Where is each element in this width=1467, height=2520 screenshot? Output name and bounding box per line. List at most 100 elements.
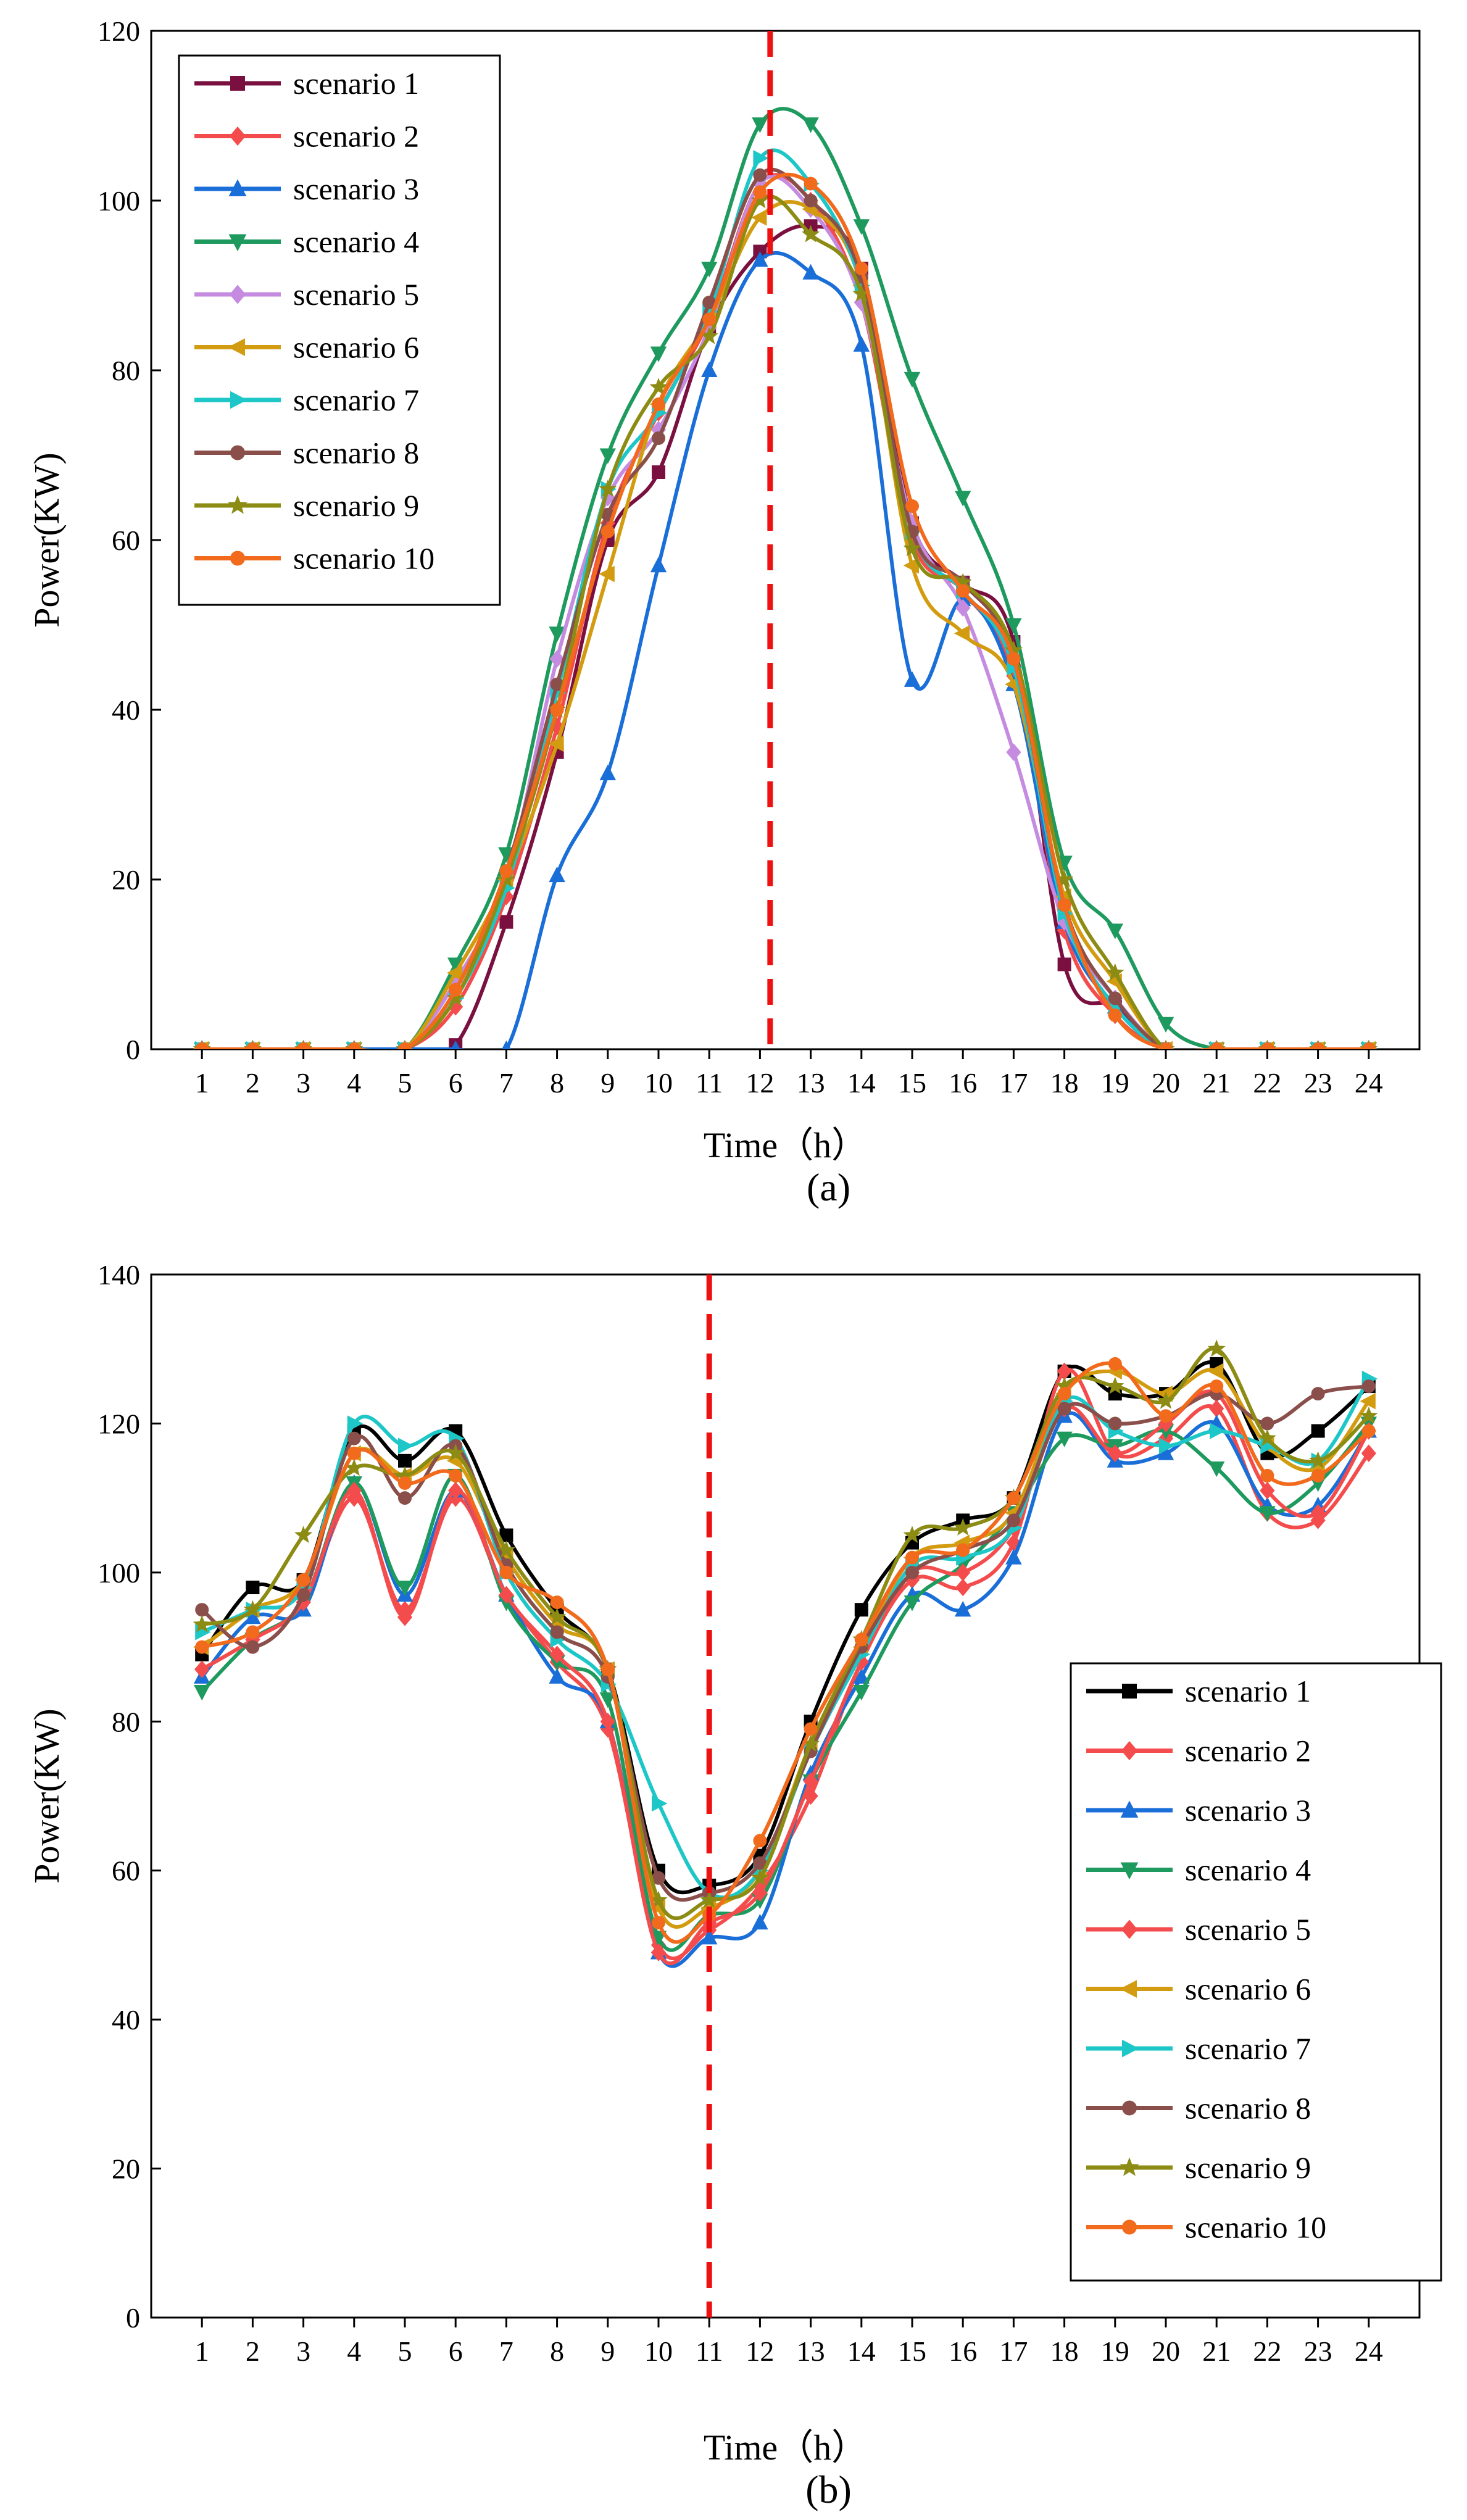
- data-point: [296, 1593, 311, 1611]
- legend-item: scenario 3: [194, 172, 419, 206]
- data-point: [955, 1578, 971, 1597]
- data-point: [195, 1042, 209, 1049]
- data-point: [750, 191, 769, 209]
- y-tick-label: 120: [98, 1408, 140, 1439]
- data-point: [294, 1526, 313, 1543]
- legend-label: scenario 3: [1185, 1793, 1311, 1828]
- data-point: [1260, 1416, 1274, 1431]
- data-point: [548, 735, 564, 752]
- legend-label: scenario 5: [293, 277, 419, 312]
- data-point: [904, 1595, 921, 1611]
- data-point: [1057, 1362, 1072, 1381]
- data-point: [956, 1543, 970, 1557]
- data-point: [904, 671, 921, 687]
- data-point: [1210, 1423, 1226, 1439]
- legend-label: scenario 9: [293, 488, 419, 523]
- legend-marker: [1122, 2219, 1137, 2235]
- data-point: [1004, 641, 1023, 659]
- data-point: [1057, 1387, 1071, 1401]
- data-point: [296, 1573, 310, 1587]
- data-point: [499, 1586, 514, 1604]
- data-point: [599, 480, 617, 497]
- series-9: [193, 1339, 1378, 1920]
- x-tick-label: 23: [1304, 2335, 1332, 2367]
- x-tick-label: 11: [696, 2335, 723, 2367]
- legend-label: scenario 7: [293, 383, 419, 417]
- data-point: [599, 764, 616, 781]
- data-point: [955, 1600, 971, 1617]
- data-point: [853, 219, 870, 235]
- data-point: [650, 420, 667, 439]
- x-tick-label: 19: [1101, 2335, 1129, 2367]
- data-point: [497, 1541, 515, 1558]
- data-point: [652, 1916, 665, 1930]
- legend-marker: [1120, 1800, 1139, 1818]
- y-tick-label: 140: [98, 1259, 140, 1291]
- legend-marker: [230, 551, 245, 566]
- data-point: [1311, 1387, 1325, 1401]
- panel-label: (b): [805, 2468, 852, 2511]
- data-point: [446, 1444, 465, 1462]
- data-point: [246, 1581, 260, 1594]
- data-point: [549, 1645, 565, 1663]
- data-point: [1361, 1424, 1376, 1438]
- data-point: [752, 251, 768, 267]
- data-point: [398, 1491, 412, 1505]
- x-tick-label: 19: [1101, 1067, 1129, 1099]
- data-point: [1107, 1444, 1123, 1463]
- x-tick-label: 24: [1355, 1067, 1383, 1099]
- data-point: [1361, 1042, 1376, 1049]
- data-point: [1159, 1437, 1175, 1454]
- data-point: [449, 1468, 463, 1482]
- data-point: [802, 225, 820, 243]
- data-point: [549, 866, 565, 883]
- x-tick-label: 12: [746, 1067, 774, 1099]
- x-tick-label: 14: [847, 2335, 876, 2367]
- legend: scenario 1 scenario 2 scenario 3 scenario 4…: [1070, 1662, 1442, 2282]
- x-tick-label: 12: [746, 2335, 774, 2367]
- data-point: [905, 499, 919, 513]
- legend-item: scenario 5: [194, 277, 419, 312]
- data-point: [396, 1466, 414, 1484]
- legend-item: scenario 6: [1086, 1972, 1311, 2006]
- data-point: [499, 864, 513, 878]
- legend-marker: [1120, 2157, 1139, 2176]
- data-point: [1207, 1363, 1224, 1380]
- data-point: [1159, 1042, 1173, 1049]
- legend-label: scenario 5: [1185, 1912, 1311, 1947]
- series-group: [193, 107, 1378, 1049]
- data-point: [396, 1581, 414, 1597]
- y-axis-title: Power(KW): [27, 452, 67, 627]
- x-tick-label: 20: [1152, 2335, 1180, 2367]
- data-point: [497, 870, 515, 888]
- x-tick-label: 1: [195, 1067, 209, 1099]
- data-point: [498, 847, 515, 863]
- data-point: [802, 1734, 820, 1752]
- legend-marker: [228, 338, 245, 356]
- legend-item: scenario 9: [194, 488, 419, 523]
- data-point: [296, 1588, 310, 1602]
- data-point: [447, 957, 464, 973]
- legend-label: scenario 1: [1185, 1674, 1311, 1708]
- data-point: [649, 1890, 668, 1908]
- x-tick-label: 21: [1202, 2335, 1231, 2367]
- data-point: [195, 1603, 209, 1617]
- data-point: [1056, 1431, 1073, 1447]
- series-line: [202, 200, 1369, 1049]
- data-point: [955, 491, 971, 507]
- data-point: [195, 1640, 209, 1654]
- data-point: [753, 1834, 767, 1848]
- series-line: [202, 172, 1369, 1049]
- series-line: [202, 194, 1369, 1049]
- data-point: [1311, 1424, 1325, 1438]
- data-point: [1158, 1415, 1174, 1433]
- x-tick-label: 23: [1304, 1067, 1332, 1099]
- y-tick-label: 60: [112, 525, 140, 556]
- data-point: [550, 677, 564, 691]
- legend-box: [1070, 1662, 1442, 2282]
- data-point: [499, 1528, 513, 1542]
- data-point: [449, 983, 463, 997]
- y-tick-label: 20: [112, 2153, 140, 2185]
- x-tick-label: 7: [499, 2335, 513, 2367]
- data-point: [1310, 1503, 1326, 1522]
